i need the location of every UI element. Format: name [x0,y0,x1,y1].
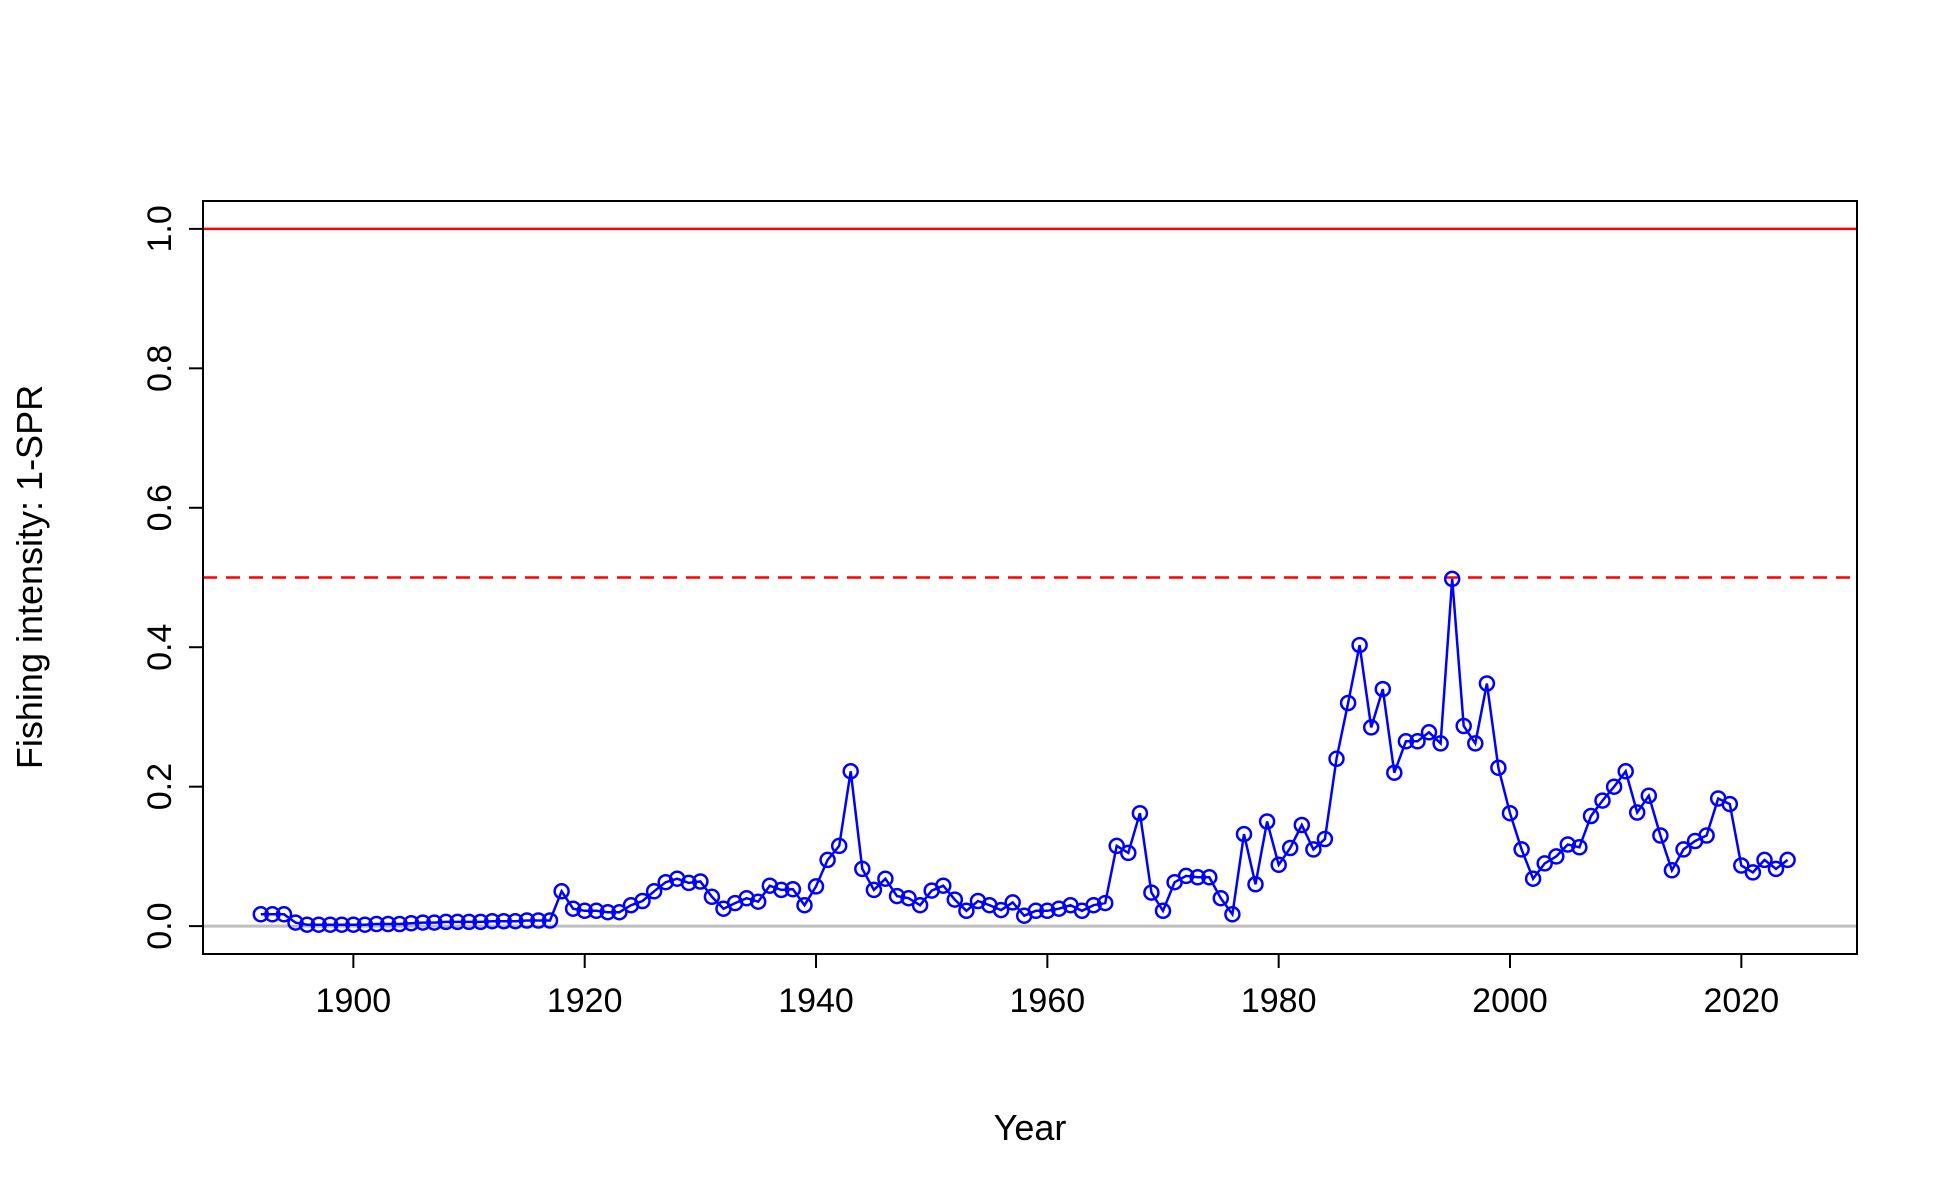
y-tick-label: 0.8 [141,345,179,392]
y-tick-label: 0.4 [141,624,179,671]
x-tick-label: 2000 [1472,982,1548,1020]
y-tick-label: 0.6 [141,484,179,531]
x-tick-label: 1920 [547,982,623,1020]
x-tick-label: 1900 [316,982,392,1020]
y-tick-label: 0.0 [141,902,179,949]
x-axis-title: Year [994,1107,1067,1148]
y-tick-label: 1.0 [141,205,179,252]
y-axis-title: Fishing intensity: 1-SPR [9,385,50,769]
y-tick-label: 0.2 [141,763,179,810]
x-tick-label: 1940 [778,982,854,1020]
x-tick-label: 1960 [1010,982,1086,1020]
x-tick-label: 2020 [1704,982,1780,1020]
x-tick-label: 1980 [1241,982,1317,1020]
